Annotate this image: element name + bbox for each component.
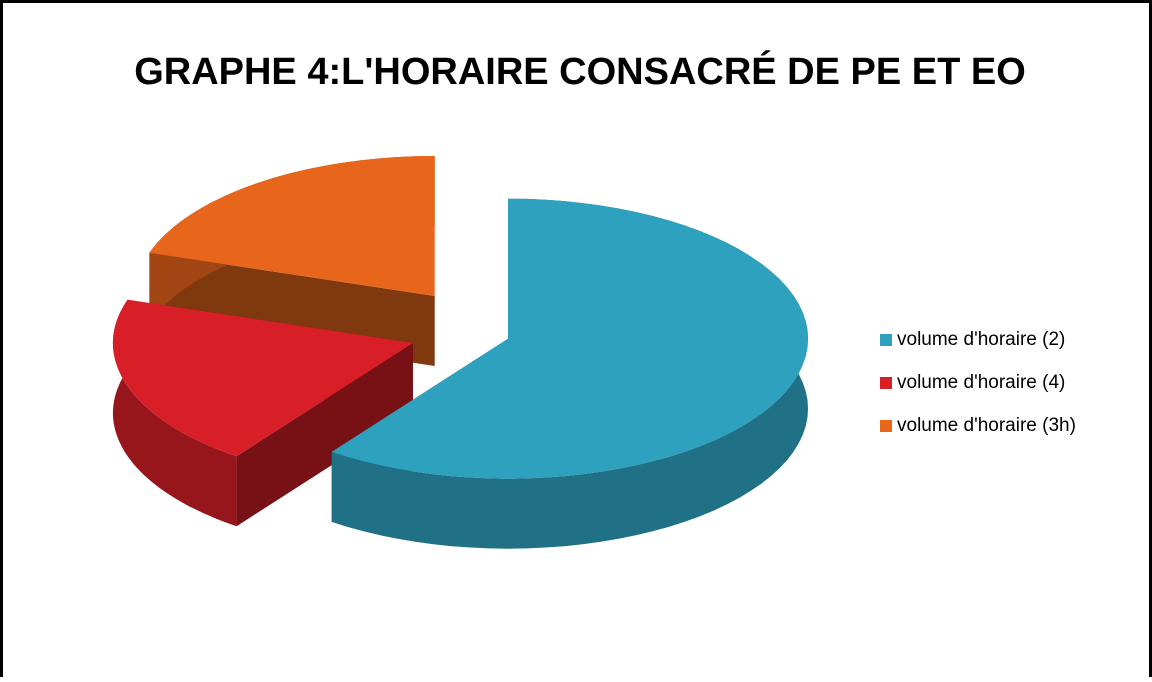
slice-top — [331, 198, 808, 479]
legend-label: volume d'horaire (4) — [897, 372, 1065, 393]
chart-title: GRAPHE 4:L'HORAIRE CONSACRÉ DE PE ET EO — [134, 49, 1026, 93]
slice-side — [112, 299, 237, 527]
legend-swatch — [880, 334, 892, 346]
pie-slice — [331, 198, 808, 549]
legend-label: volume d'horaire (2) — [897, 329, 1065, 350]
legend-swatch — [880, 377, 892, 389]
slice-top — [149, 156, 435, 296]
pie-slice — [112, 299, 413, 527]
legend-swatch — [880, 420, 892, 432]
slice-top — [112, 299, 413, 457]
legend-label: volume d'horaire (3h) — [897, 415, 1076, 436]
